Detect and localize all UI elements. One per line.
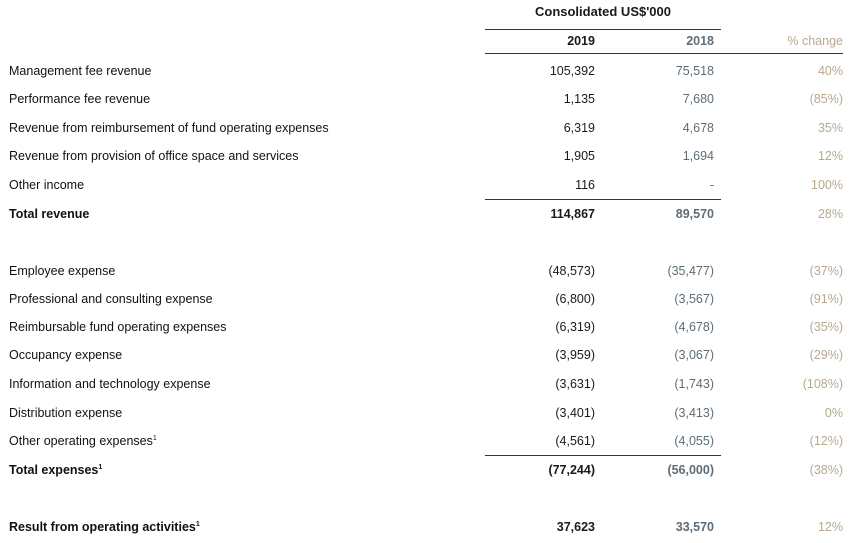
value-2019: (3,401) [555, 406, 595, 420]
value-2019: (77,244) [548, 463, 595, 477]
row-label: Other income [9, 178, 85, 192]
value-2019: (6,319) [555, 320, 595, 334]
value-2018: (4,678) [674, 320, 714, 334]
value-2019: 37,623 [556, 520, 595, 534]
total-revenue-row: Total revenue 114,867 89,570 28% [0, 207, 860, 227]
table-row: Professional and consulting expense (6,8… [0, 292, 860, 312]
value-2018: 33,570 [675, 520, 714, 534]
value-percent-change: (108%) [802, 377, 843, 391]
value-2019: 114,867 [550, 207, 596, 221]
value-percent-change: (29%) [809, 348, 843, 362]
row-label: Revenue from provision of office space a… [9, 149, 299, 163]
value-percent-change: 28% [817, 207, 843, 221]
value-2018: (3,567) [674, 292, 714, 306]
row-label: Performance fee revenue [9, 92, 151, 106]
table-row: Other income 116 - 100% [0, 178, 860, 198]
table-row: Other operating expenses1 (4,561) (4,055… [0, 434, 860, 454]
value-2018: 1,694 [682, 149, 714, 163]
value-percent-change: (37%) [809, 264, 843, 278]
table-group-header: Consolidated US$'000 [534, 4, 672, 19]
footnote-marker: 1 [152, 435, 157, 442]
value-percent-change: 12% [817, 149, 843, 163]
value-percent-change: 0% [824, 406, 843, 420]
value-percent-change: 35% [817, 121, 843, 135]
table-row: Information and technology expense (3,63… [0, 377, 860, 397]
footnote-marker: 1 [98, 464, 103, 471]
subtotal-rule [485, 199, 721, 200]
result-from-operating-activities-row: Result from operating activities1 37,623… [0, 520, 860, 540]
row-label: Employee expense [9, 264, 116, 278]
row-label: Other operating expenses1 [9, 434, 157, 448]
value-2018: 7,680 [682, 92, 714, 106]
value-2019: (3,631) [555, 377, 595, 391]
table-row: Employee expense (48,573) (35,477) (37%) [0, 264, 860, 284]
table-row: Performance fee revenue 1,135 7,680 (85%… [0, 92, 860, 112]
value-percent-change: (12%) [809, 434, 843, 448]
value-2018: 4,678 [682, 121, 714, 135]
value-percent-change: (85%) [809, 92, 843, 106]
row-label: Professional and consulting expense [9, 292, 213, 306]
row-label: Total revenue [9, 207, 90, 221]
value-2019: (48,573) [548, 264, 595, 278]
table-row: Reimbursable fund operating expenses (6,… [0, 320, 860, 340]
value-2019: 1,135 [563, 92, 595, 106]
row-label: Occupancy expense [9, 348, 123, 362]
subtotal-rule [485, 455, 721, 456]
value-2018: - [709, 178, 714, 192]
value-percent-change: (35%) [809, 320, 843, 334]
table-row: Management fee revenue 105,392 75,518 40… [0, 64, 860, 84]
column-header-2019: 2019 [567, 34, 595, 48]
value-2019: 6,319 [563, 121, 595, 135]
table-row: Revenue from provision of office space a… [0, 149, 860, 169]
value-2018: (4,055) [674, 434, 714, 448]
row-label-text: Result from operating activities [9, 520, 196, 534]
column-header-percent-change: % change [787, 34, 843, 48]
column-header-2018: 2018 [686, 34, 714, 48]
value-percent-change: (38%) [809, 463, 843, 477]
footnote-marker: 1 [195, 521, 200, 528]
column-header-rule [485, 53, 843, 54]
value-2019: 1,905 [563, 149, 595, 163]
value-2018: (56,000) [667, 463, 714, 477]
header-rule [485, 29, 721, 30]
value-2019: (6,800) [555, 292, 595, 306]
table-row: Distribution expense (3,401) (3,413) 0% [0, 406, 860, 426]
row-label: Management fee revenue [9, 64, 152, 78]
value-2018: (3,413) [674, 406, 714, 420]
row-label-text: Total expenses [9, 463, 99, 477]
value-2018: 75,518 [675, 64, 714, 78]
value-2018: 89,570 [675, 207, 714, 221]
value-percent-change: (91%) [809, 292, 843, 306]
value-2019: (3,959) [555, 348, 595, 362]
total-expenses-row: Total expenses1 (77,244) (56,000) (38%) [0, 463, 860, 483]
row-label: Distribution expense [9, 406, 123, 420]
row-label: Information and technology expense [9, 377, 211, 391]
value-2019: (4,561) [555, 434, 595, 448]
value-2018: (3,067) [674, 348, 714, 362]
value-2019: 116 [575, 178, 595, 192]
value-2018: (35,477) [667, 264, 714, 278]
value-2018: (1,743) [674, 377, 714, 391]
value-percent-change: 40% [817, 64, 843, 78]
value-2019: 105,392 [549, 64, 595, 78]
row-label: Total expenses1 [9, 463, 102, 477]
value-percent-change: 100% [811, 178, 843, 192]
row-label: Reimbursable fund operating expenses [9, 320, 227, 334]
row-label: Result from operating activities1 [9, 520, 200, 534]
table-row: Occupancy expense (3,959) (3,067) (29%) [0, 348, 860, 368]
row-label-text: Other operating expenses [9, 434, 153, 448]
row-label: Revenue from reimbursement of fund opera… [9, 121, 329, 135]
value-percent-change: 12% [817, 520, 843, 534]
table-row: Revenue from reimbursement of fund opera… [0, 121, 860, 141]
